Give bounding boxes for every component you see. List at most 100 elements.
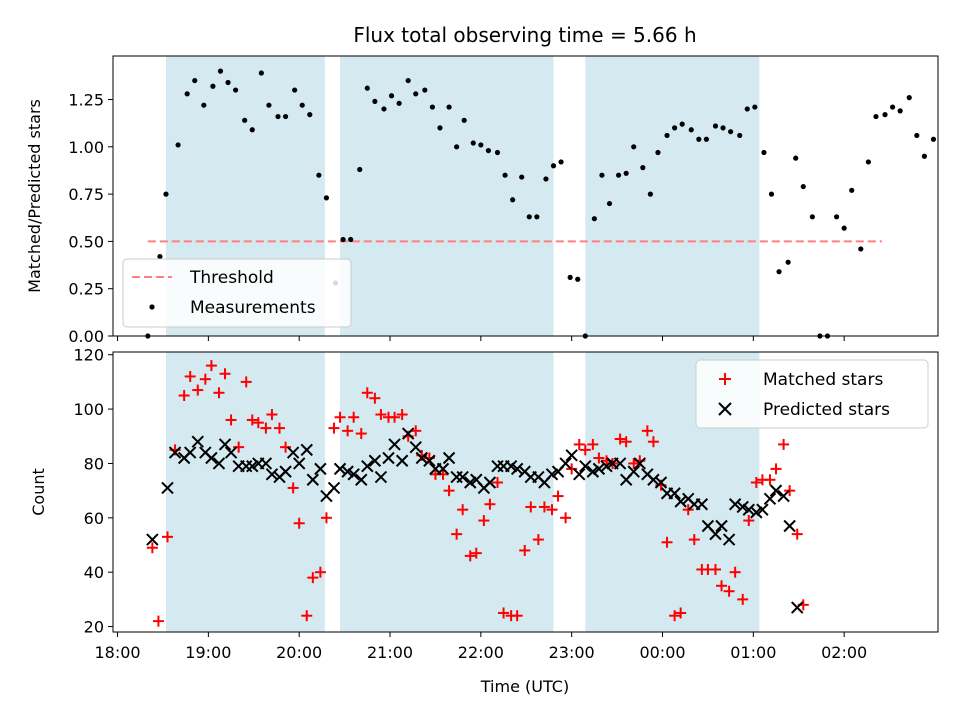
predicted-star-mark-b bbox=[783, 519, 796, 533]
measurement-point bbox=[461, 117, 467, 123]
predicted-star-mark-b bbox=[161, 481, 174, 495]
bottom-y-axis-label: Count bbox=[29, 468, 48, 516]
predicted-star-point bbox=[769, 484, 783, 497]
predicted-star-point bbox=[722, 533, 736, 546]
bottom-y-tick-label: 60 bbox=[84, 509, 104, 528]
predicted-star-point bbox=[627, 465, 640, 478]
predicted-star-point bbox=[579, 459, 592, 473]
matched-star-point bbox=[661, 536, 673, 548]
measurement-point bbox=[299, 102, 305, 108]
predicted-star-point bbox=[168, 446, 182, 459]
matched-star-point bbox=[314, 566, 326, 578]
predicted-star-point bbox=[715, 519, 728, 533]
predicted-star-mark-b bbox=[565, 449, 578, 462]
predicted-star-mark-b bbox=[327, 481, 341, 495]
matched-star-point bbox=[361, 387, 373, 399]
predicted-star-point bbox=[763, 492, 777, 506]
predicted-star-point bbox=[161, 481, 174, 495]
measurement-point bbox=[882, 112, 888, 118]
top-y-tick-label: 0.00 bbox=[68, 327, 104, 346]
matched-star-point bbox=[443, 485, 455, 497]
bottom-shaded-span bbox=[165, 352, 325, 632]
predicted-star-point bbox=[395, 454, 409, 467]
bottom-shaded-span bbox=[340, 352, 554, 632]
predicted-star-mark-b bbox=[573, 468, 586, 481]
measurement-point bbox=[192, 77, 198, 84]
predicted-star-mark-b bbox=[641, 468, 654, 481]
matched-star-point bbox=[484, 498, 496, 510]
measurement-point bbox=[768, 191, 775, 197]
measurement-point bbox=[323, 195, 330, 201]
predicted-star-mark-b bbox=[668, 487, 681, 500]
predicted-star-point bbox=[401, 427, 415, 440]
predicted-star-point bbox=[327, 481, 341, 495]
bottom-x-tick-label: 22:00 bbox=[458, 643, 504, 662]
predicted-star-mark-b bbox=[791, 601, 804, 614]
matched-star-point bbox=[389, 411, 401, 423]
measurement-point bbox=[364, 85, 370, 91]
predicted-star-point bbox=[436, 462, 450, 476]
measurement-point bbox=[761, 149, 767, 156]
predicted-star-point bbox=[382, 451, 395, 465]
measurement-point bbox=[575, 276, 581, 282]
predicted-star-point bbox=[573, 468, 586, 481]
matched-star-point bbox=[260, 422, 272, 434]
top-y-tick-label: 0.50 bbox=[68, 232, 104, 251]
matched-star-point bbox=[464, 550, 476, 562]
matched-star-point bbox=[743, 515, 755, 527]
measurement-point bbox=[623, 170, 629, 176]
measurement-point bbox=[858, 246, 864, 252]
matched-star-point bbox=[240, 376, 252, 388]
measurement-point bbox=[809, 214, 815, 220]
predicted-star-mark-b bbox=[300, 443, 313, 457]
predicted-star-mark-b bbox=[518, 465, 531, 478]
x-axis-label: Time (UTC) bbox=[480, 677, 569, 696]
predicted-star-point bbox=[791, 601, 804, 614]
bottom-x-tick-label: 00:00 bbox=[639, 643, 685, 662]
measurement-point bbox=[275, 113, 281, 120]
measurement-point bbox=[672, 125, 678, 131]
matched-star-point bbox=[146, 542, 158, 554]
measurement-point bbox=[157, 253, 163, 260]
measurement-point bbox=[599, 172, 605, 178]
measurement-point bbox=[558, 159, 564, 165]
matched-star-point bbox=[342, 425, 354, 437]
predicted-star-mark-b bbox=[436, 462, 450, 476]
predicted-star-mark-b bbox=[306, 473, 320, 486]
predicted-star-point bbox=[246, 459, 259, 473]
predicted-star-mark-b bbox=[199, 446, 212, 459]
predicted-star-mark-b bbox=[382, 451, 395, 465]
predicted-star-mark-b bbox=[279, 465, 292, 478]
matched-star-point bbox=[233, 441, 245, 453]
matched-star-point bbox=[252, 417, 264, 429]
predicted-star-mark-b bbox=[586, 465, 600, 478]
measurement-point bbox=[534, 214, 540, 220]
measurement-point bbox=[615, 172, 622, 178]
measurement-point bbox=[175, 142, 181, 148]
predicted-star-point bbox=[654, 476, 668, 489]
matched-star-point bbox=[511, 610, 523, 622]
predicted-star-point bbox=[559, 457, 572, 470]
matched-star-point bbox=[287, 482, 299, 494]
measurement-point bbox=[664, 132, 670, 139]
predicted-star-point bbox=[191, 435, 204, 448]
matched-star-point bbox=[334, 411, 346, 423]
chart-title: Flux total observing time = 5.66 h bbox=[353, 23, 696, 47]
predicted-star-point bbox=[265, 468, 279, 481]
predicted-star-point bbox=[183, 446, 197, 459]
measurement-point bbox=[502, 172, 508, 178]
matched-star-point bbox=[470, 547, 482, 559]
matched-star-point bbox=[552, 490, 564, 502]
matched-star-point bbox=[301, 610, 313, 622]
predicted-star-mark-b bbox=[423, 454, 436, 467]
predicted-star-point bbox=[212, 457, 226, 470]
measurements-legend-label: Measurements bbox=[190, 298, 316, 318]
matched-star-point bbox=[519, 544, 531, 556]
bottom-y-tick-label: 20 bbox=[84, 618, 104, 637]
measurement-point bbox=[494, 149, 501, 156]
predicted-star-mark-b bbox=[265, 468, 279, 481]
matched-star-point bbox=[538, 501, 550, 513]
bottom-y-tick-label: 120 bbox=[73, 346, 104, 365]
predicted-star-point bbox=[341, 465, 354, 478]
bottom-x-tick-label: 18:00 bbox=[94, 643, 140, 662]
